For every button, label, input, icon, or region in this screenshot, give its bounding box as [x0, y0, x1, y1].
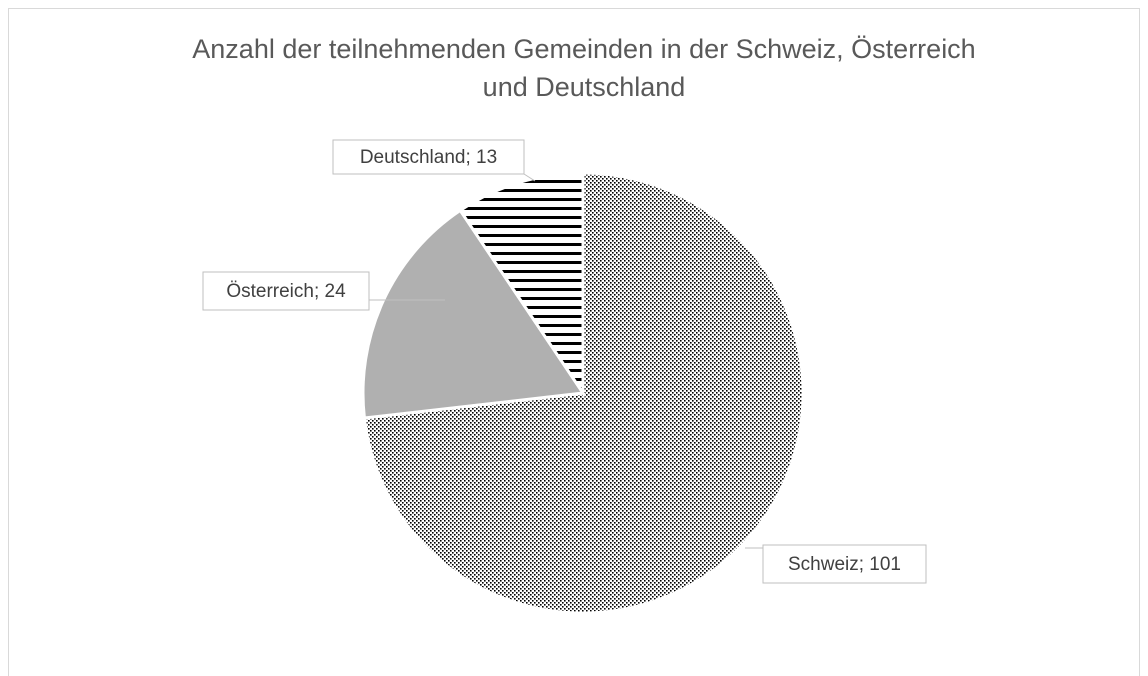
data-label: Schweiz; 101 [788, 554, 901, 575]
data-label-box [202, 271, 370, 311]
data-label-box [762, 544, 927, 584]
chart-frame [8, 8, 1140, 676]
data-label-box [332, 139, 525, 175]
data-label: Österreich; 24 [226, 281, 346, 302]
leader-line [523, 173, 536, 182]
pie-slice [458, 171, 585, 398]
data-label: Deutschland; 13 [360, 147, 497, 168]
pie-slice [361, 208, 586, 420]
chart-title: Anzahl der teilnehmenden Gemeinden in de… [192, 34, 976, 102]
